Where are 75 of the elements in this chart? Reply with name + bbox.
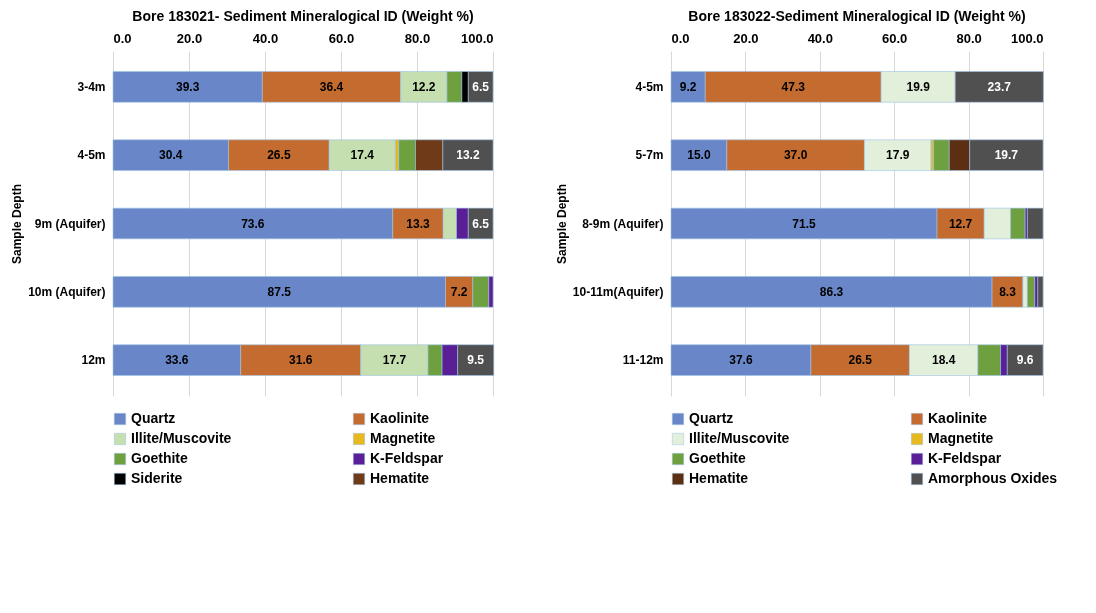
x-tick-label: 0.0 [113,30,132,46]
legend-label: Kaolinite [928,410,988,426]
y-tick-label: 3-4m [77,79,106,94]
y-tick-label: 11-12m [622,353,664,368]
data-label: 26.5 [267,148,291,163]
data-label: 12.2 [412,79,436,94]
y-tick-label: 4-5m [635,79,664,94]
data-label: 87.5 [267,284,292,299]
data-label: 47.3 [781,79,806,94]
legend-label: Siderite [131,470,183,486]
data-label: 31.6 [289,353,313,368]
data-label: 7.2 [450,284,468,299]
legend-label: Kaolinite [370,410,430,426]
data-label: 19.7 [994,148,1019,163]
data-label: 37.6 [729,353,753,368]
x-tick-label: 0.0 [671,30,690,46]
legend-label: Magnetite [928,430,994,446]
legend-label: Illite/Muscovite [131,430,232,446]
legend-label: Goethite [131,450,188,466]
data-label: 17.4 [350,148,375,163]
chart-title: Bore 183021- Sediment Mineralogical ID (Weight %) [132,8,474,24]
y-axis-title: Sample Depth [554,183,569,265]
x-tick-label: 100.0 [1010,30,1044,46]
legend-label: K-Feldspar [370,450,444,466]
x-tick-label: 60.0 [328,30,355,46]
x-tick-label: 100.0 [460,30,494,46]
data-label: 13.3 [406,216,430,231]
data-label: 8.3 [999,284,1017,299]
y-tick-label: 10m (Aquifer) [28,284,106,299]
data-label: 86.3 [819,284,844,299]
legend-label: Quartz [689,410,734,426]
legend-label: Quartz [131,410,176,426]
data-label: 15.0 [687,148,711,163]
x-tick-label: 80.0 [404,30,431,46]
x-tick-label: 40.0 [252,30,279,46]
data-label: 36.4 [319,79,344,94]
legend-label: Hematite [370,470,430,486]
data-label: 9.2 [679,79,697,94]
y-tick-label: 5-7m [635,148,664,163]
data-label: 17.7 [382,353,407,368]
data-label: 26.5 [848,353,873,368]
x-tick-label: 20.0 [733,30,759,46]
x-tick-label: 40.0 [807,30,833,46]
data-label: 37.0 [783,148,808,163]
data-label: 6.5 [472,216,490,231]
data-label: 71.5 [792,216,816,231]
y-tick-label: 9m (Aquifer) [34,216,106,231]
data-label: 73.6 [241,216,265,231]
x-tick-label: 80.0 [956,30,982,46]
data-label: 13.2 [456,148,480,163]
data-label: 39.3 [175,79,200,94]
y-tick-label: 12m [81,353,106,368]
y-axis-title: Sample Depth [10,183,25,265]
legend-label: Goethite [689,450,746,466]
legend-label: K-Feldspar [928,450,1002,466]
y-tick-label: 8-9m (Aquifer) [582,216,664,231]
legend-label: Hematite [689,470,749,486]
data-label: 30.4 [159,148,183,163]
chart-title: Bore 183022-Sediment Mineralogical ID (Weight %) [688,8,1026,24]
legend-label: Illite/Muscovite [689,430,790,446]
legend-label: Amorphous Oxides [928,470,1058,486]
data-label: 6.5 [472,79,490,94]
y-tick-label: 4-5m [77,148,106,163]
data-label: 23.7 [987,79,1012,94]
data-label: 19.9 [906,79,931,94]
data-label: 18.4 [932,353,956,368]
data-label: 17.9 [886,148,910,163]
x-tick-label: 60.0 [882,30,908,46]
data-label: 9.6 [1016,353,1034,368]
data-label: 9.5 [467,353,485,368]
data-label: 12.7 [948,216,973,231]
legend-label: Magnetite [370,430,436,446]
x-tick-label: 20.0 [176,30,203,46]
data-label: 33.6 [165,353,189,368]
y-tick-label: 10-11m(Aquifer) [572,284,664,299]
